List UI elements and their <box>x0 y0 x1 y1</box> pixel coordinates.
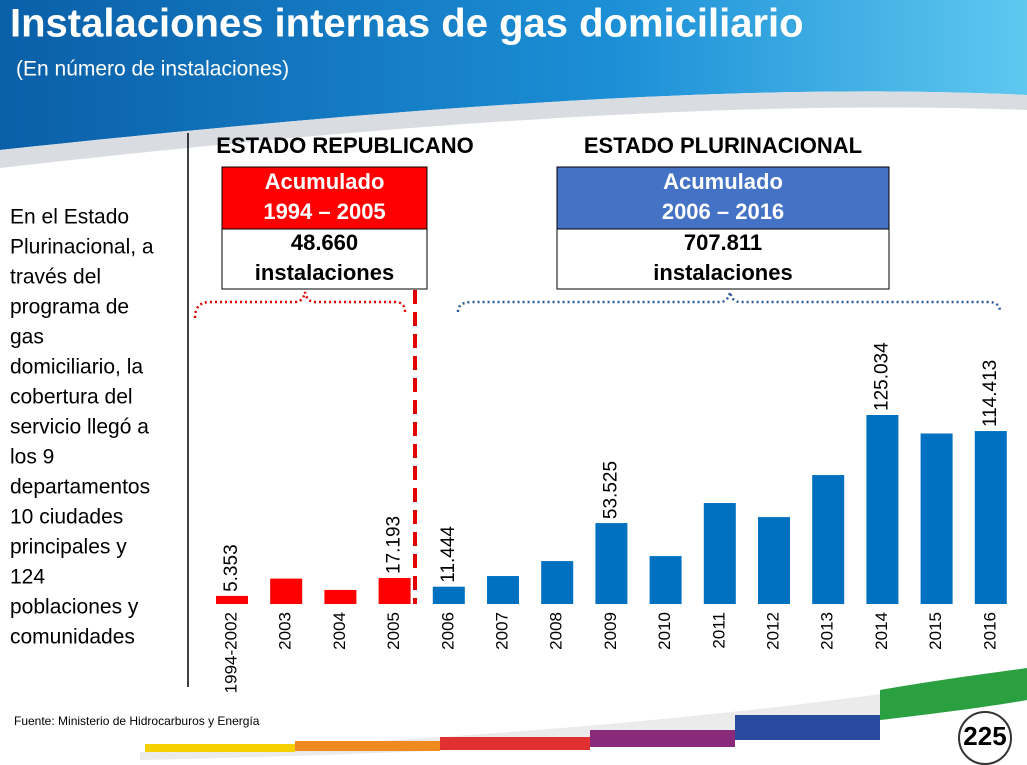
header-band <box>0 0 1027 150</box>
period-label: Acumulado <box>663 169 783 194</box>
description-line: 10 ciudades <box>10 506 123 529</box>
description-line: través del <box>10 266 101 289</box>
value-label: 17.193 <box>384 516 405 574</box>
x-tick-label: 2007 <box>492 612 511 650</box>
x-tick-label: 1994-2002 <box>221 612 240 693</box>
period-heading: ESTADO PLURINACIONAL <box>584 133 862 158</box>
bracket-blue <box>456 291 1002 313</box>
description-line: comunidades <box>10 626 135 649</box>
bar <box>487 576 519 604</box>
period-total-box <box>556 228 890 290</box>
description-line: domiciliario, la <box>10 356 143 379</box>
period-label: 2006 – 2016 <box>662 199 784 224</box>
description-line: poblaciones y <box>10 596 139 619</box>
description-line: los 9 <box>10 446 54 469</box>
bar <box>866 415 899 604</box>
period-heading: ESTADO REPUBLICANO <box>216 133 474 158</box>
bar <box>649 556 682 604</box>
bar <box>758 517 790 604</box>
x-tick-label: 2016 <box>980 612 999 650</box>
period-total-box <box>221 228 428 290</box>
value-label: 125.034 <box>871 342 892 411</box>
period-label-box <box>556 166 890 230</box>
description-line: 124 <box>10 566 45 589</box>
page-badge <box>958 711 1012 765</box>
footer-stripe <box>145 668 1027 752</box>
bracket-red <box>193 291 407 319</box>
value-label: 114.413 <box>980 360 1001 427</box>
bar <box>920 433 953 604</box>
source: Fuente: Ministerio de Hidrocarburos y En… <box>14 714 260 728</box>
bar <box>703 503 736 604</box>
description-line: departamentos <box>10 476 150 499</box>
period-total: instalaciones <box>255 260 394 285</box>
period-total: 48.660 <box>291 230 358 255</box>
description-line: gas <box>10 326 44 349</box>
bar <box>974 431 1007 604</box>
period-total: 707.811 <box>684 230 762 255</box>
period-label-box <box>221 166 428 230</box>
bar <box>812 475 845 604</box>
description-line: programa de <box>10 296 129 319</box>
x-tick-label: 2011 <box>709 612 728 649</box>
description-line: Plurinacional, a <box>10 236 154 259</box>
period-total: instalaciones <box>653 260 792 285</box>
x-tick-label: 2013 <box>818 612 837 650</box>
x-tick-label: 2005 <box>384 612 403 650</box>
x-tick-label: 2012 <box>763 612 782 650</box>
title: Instalaciones internas de gas domiciliar… <box>10 2 804 46</box>
bar <box>432 586 465 604</box>
description-line: cobertura del <box>10 386 133 409</box>
value-label: 53.525 <box>600 461 621 519</box>
bar <box>324 589 357 604</box>
x-tick-label: 2014 <box>872 612 891 650</box>
description-line: En el Estado <box>10 206 129 229</box>
bar <box>378 578 411 604</box>
bar <box>270 578 303 604</box>
x-tick-label: 2015 <box>926 612 945 650</box>
description-line: principales y <box>10 536 127 559</box>
x-tick-label: 2008 <box>547 612 566 650</box>
bar <box>595 523 628 604</box>
description-line: servicio llegó a <box>10 416 149 439</box>
period-label: 1994 – 2005 <box>263 199 385 224</box>
header-shadow <box>0 91 1027 168</box>
value-label: 5.353 <box>221 544 242 592</box>
bar <box>541 561 574 604</box>
page-number: 225 <box>963 721 1006 751</box>
x-tick-label: 2006 <box>438 612 457 650</box>
x-tick-label: 2004 <box>330 612 349 650</box>
x-tick-label: 2010 <box>655 612 674 650</box>
x-tick-label: 2003 <box>276 612 295 650</box>
x-tick-label: 2009 <box>601 612 620 650</box>
period-label: Acumulado <box>265 169 385 194</box>
subtitle: (En número de instalaciones) <box>16 58 289 81</box>
value-label: 11.444 <box>438 526 459 583</box>
bar <box>216 595 248 604</box>
